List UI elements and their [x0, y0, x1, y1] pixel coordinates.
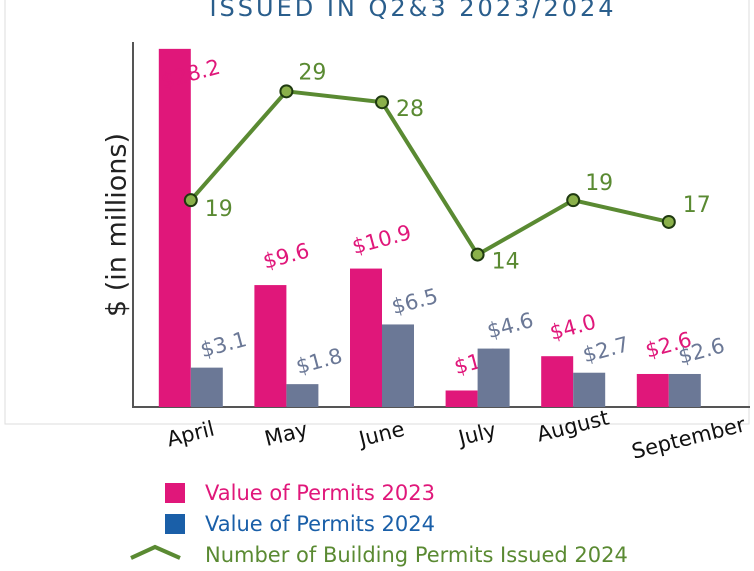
x-tick-label: April [164, 417, 216, 452]
line-value-label: 28 [396, 97, 424, 122]
line-value-label: 17 [683, 193, 711, 218]
bar-value-label: $4.6 [485, 308, 536, 343]
bar [445, 390, 478, 407]
frame [4, 0, 750, 425]
x-tick-label: September [629, 412, 748, 463]
line-point [470, 247, 485, 262]
line-point [566, 193, 581, 208]
x-tick-label: May [262, 417, 310, 451]
legend-label: Number of Building Permits Issued 2024 [205, 543, 628, 567]
bar [158, 48, 191, 408]
line-value-label: 19 [585, 171, 613, 196]
legend-line-icon [130, 544, 181, 560]
bar [477, 348, 510, 407]
bar [636, 373, 669, 407]
bar [286, 384, 319, 407]
x-tick-label: July [454, 418, 498, 451]
y-axis-label: $ (in millions) [102, 133, 133, 317]
x-tick-label: August [534, 405, 611, 446]
bar-value-label: $10.9 [350, 220, 414, 259]
legend-swatch [165, 483, 185, 503]
line-point [375, 95, 389, 110]
line [189, 89, 670, 257]
line-value-label: 14 [492, 250, 520, 275]
bar-value-label: $9.6 [260, 238, 311, 273]
line-value-label: 19 [205, 197, 233, 222]
bar-value-label: $3.1 [198, 327, 249, 362]
line-point [279, 84, 294, 99]
legend-label: Value of Permits 2023 [205, 481, 435, 505]
bar-value-label: $2.7 [580, 332, 631, 367]
bar [254, 285, 287, 407]
bar [190, 367, 223, 407]
bar [350, 268, 382, 407]
x-tick-label: June [355, 417, 407, 452]
bar [573, 372, 606, 407]
line-point [183, 193, 198, 208]
legend-label: Value of Permits 2024 [205, 512, 435, 536]
bar [541, 356, 574, 407]
bar-value-label: $4.0 [547, 310, 598, 345]
legend-swatch [165, 514, 185, 534]
line-point [661, 214, 676, 229]
bar-value-label: $1.8 [293, 344, 344, 379]
bar [382, 324, 414, 407]
bar [668, 373, 701, 407]
chart-title: ISSUED IN Q2&3 2023/2024 [209, 0, 616, 22]
bar-value-label: $6.5 [389, 284, 440, 319]
line-value-label: 29 [298, 60, 326, 85]
